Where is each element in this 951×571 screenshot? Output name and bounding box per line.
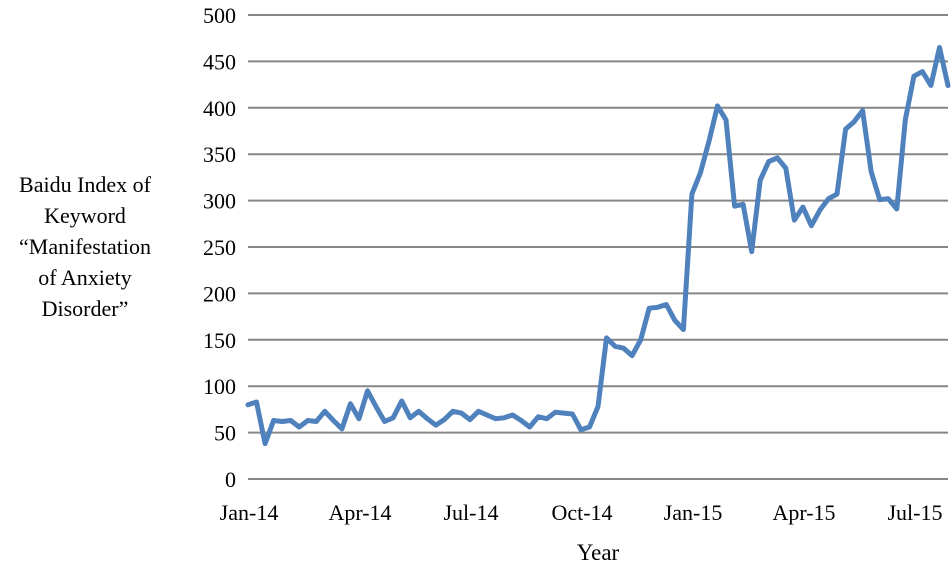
x-tick-label: Apr-14 [328, 500, 391, 525]
y-axis-title-line: of Anxiety [38, 265, 132, 290]
y-tick-label: 450 [203, 49, 236, 74]
y-axis-title-line: Keyword [44, 203, 126, 228]
y-tick-label: 300 [203, 189, 236, 214]
series-line [245, 45, 951, 447]
y-tick-label: 350 [203, 142, 236, 167]
x-tick-label: Jan-15 [664, 500, 723, 525]
x-tick-label: Jan-14 [220, 500, 279, 525]
x-tick-label: Apr-15 [772, 500, 835, 525]
y-tick-label: 50 [214, 421, 236, 446]
x-tick-label: Oct-14 [551, 500, 612, 525]
y-axis-title: Baidu Index of Keyword “Manifestation of An… [19, 172, 152, 321]
x-axis-tick-labels: Jan-14 Apr-14 Jul-14 Oct-14 Jan-15 Apr-15 Jul-… [220, 500, 943, 525]
y-axis-title-line: Disorder” [42, 296, 129, 321]
x-tick-label: Jul-15 [888, 500, 943, 525]
x-tick-label: Jul-14 [444, 500, 499, 525]
y-tick-label: 0 [225, 467, 236, 492]
y-tick-label: 500 [203, 3, 236, 28]
y-tick-label: 150 [203, 328, 236, 353]
y-tick-label: 200 [203, 281, 236, 306]
x-axis-title: Year [577, 540, 620, 565]
y-tick-label: 250 [203, 235, 236, 260]
y-axis-tick-labels: 0 50 100 150 200 250 300 350 400 450 500 [203, 3, 236, 492]
gridlines [248, 14, 948, 434]
y-tick-label: 400 [203, 96, 236, 121]
y-axis-title-line: “Manifestation [19, 234, 151, 259]
y-axis-title-line: Baidu Index of [19, 172, 152, 197]
y-tick-label: 100 [203, 374, 236, 399]
